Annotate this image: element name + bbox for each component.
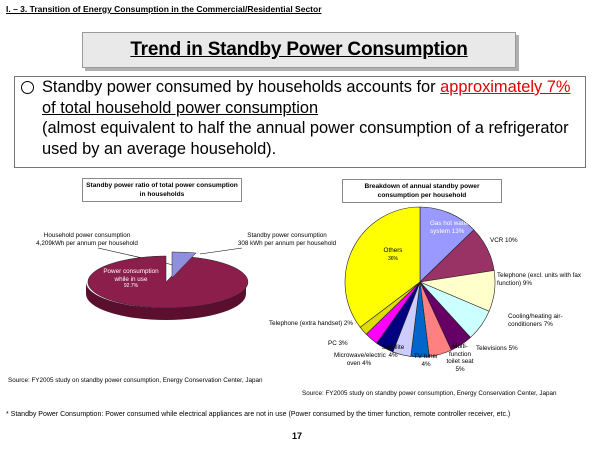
label-microwave: Microwave/electric oven 4% [334, 352, 386, 367]
standby-consumption-label: Standby power consumption 308 kWh per an… [232, 232, 342, 247]
label-telephone-excl-fax: Telephone (excl. units with fax function… [497, 272, 582, 287]
page-number: 17 [292, 431, 303, 441]
bullet-circle-icon [21, 81, 34, 94]
summary-part2: of total household power consumption [42, 98, 319, 117]
pie-slice-in-use [87, 255, 249, 309]
label-others: Others 36% [383, 247, 403, 262]
pie-3d-edge [86, 282, 246, 320]
left-chart-header: Standby power ratio of total power consu… [82, 178, 242, 202]
page-title: Trend in Standby Power Consumption [130, 39, 468, 60]
page-title-box: Trend in Standby Power Consumption [82, 32, 516, 68]
household-consumption-label: Household power consumption 4,209kWh per… [16, 232, 158, 247]
household-consumption-value: 4,209kWh per annum per household [36, 239, 138, 247]
left-chart-source: Source: FY2005 study on standby power co… [8, 377, 263, 384]
in-use-pct: 92.7% [123, 283, 139, 289]
summary-text: Standby power consumed by households acc… [42, 77, 582, 159]
pie-slice-gas-hot-water-system [419, 206, 475, 283]
label-pc: PC 3% [328, 340, 348, 347]
label-satellite: Satellite 4% [381, 344, 405, 359]
pie-slice-others [344, 206, 421, 328]
standby-consumption-value: 308 kWh per annum per household [237, 239, 337, 247]
summary-part1: Standby power consumed by households acc… [42, 78, 441, 96]
footnote: * Standby Power Consumption: Power consu… [6, 411, 511, 418]
summary-part3: (almost equivalent to half the annual po… [42, 119, 569, 158]
label-toilet-seat: Multi-function toilet seat 5% [446, 343, 474, 373]
standby-pct-label: 7.3% [176, 247, 191, 254]
label-televisions: Televisions 5% [476, 345, 518, 352]
label-gas-hot-water: Gas hot water system 13% [430, 220, 470, 235]
in-use-title: Power consumption while in use [103, 268, 159, 283]
label-telephone-extra-handset: Telephone (extra handset) 2% [269, 320, 354, 327]
label-air-conditioners: Cooling/heating air-conditioners 7% [508, 313, 563, 328]
label-tv-tuner: TV tuner 4% [413, 353, 439, 368]
household-consumption-title: Household power consumption [43, 232, 131, 239]
summary-highlight: approximately 7% [440, 78, 571, 96]
pie-slice-standby [171, 251, 197, 279]
standby-consumption-title: Standby power consumption [247, 232, 327, 239]
right-chart-source: Source: FY2005 study on standby power co… [302, 390, 557, 397]
right-chart-header: Breakdown of annual standby power consum… [342, 179, 502, 203]
section-heading: I. – 3. Transition of Energy Consumption… [6, 4, 322, 14]
in-use-label: Power consumption while in use 92.7% [96, 268, 166, 291]
label-vcr: VCR 10% [490, 237, 518, 244]
summary-box: Standby power consumed by households acc… [14, 76, 586, 168]
standby-leader-line [199, 247, 243, 255]
